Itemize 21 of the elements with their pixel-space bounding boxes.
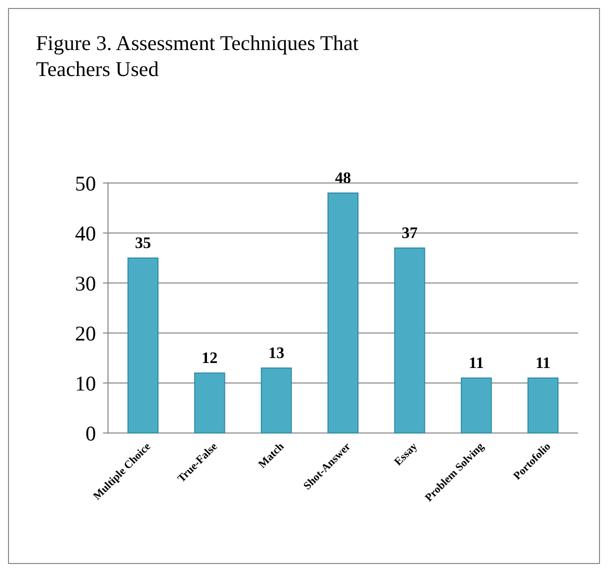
bar [128, 258, 158, 434]
y-tick-label: 50 [75, 171, 96, 196]
bar [528, 378, 558, 434]
data-label: 11 [468, 355, 484, 372]
chart-title: Figure 3. Assessment Techniques That Teachers Used [36, 31, 359, 81]
bar [328, 192, 358, 434]
y-tick-label: 30 [75, 271, 96, 296]
data-label: 35 [135, 235, 151, 252]
bar [460, 378, 492, 434]
bar [394, 248, 426, 434]
data-label: 11 [535, 355, 551, 372]
bar [194, 372, 226, 434]
data-label: 13 [268, 345, 284, 362]
y-tick-label: 20 [75, 321, 96, 346]
data-label: 37 [402, 225, 418, 242]
data-label: 48 [335, 170, 351, 187]
data-label: 12 [202, 350, 218, 367]
y-tick-label: 40 [75, 221, 96, 246]
y-tick-label: 10 [75, 371, 96, 396]
bar [260, 368, 292, 434]
y-tick-label: 0 [86, 421, 96, 446]
